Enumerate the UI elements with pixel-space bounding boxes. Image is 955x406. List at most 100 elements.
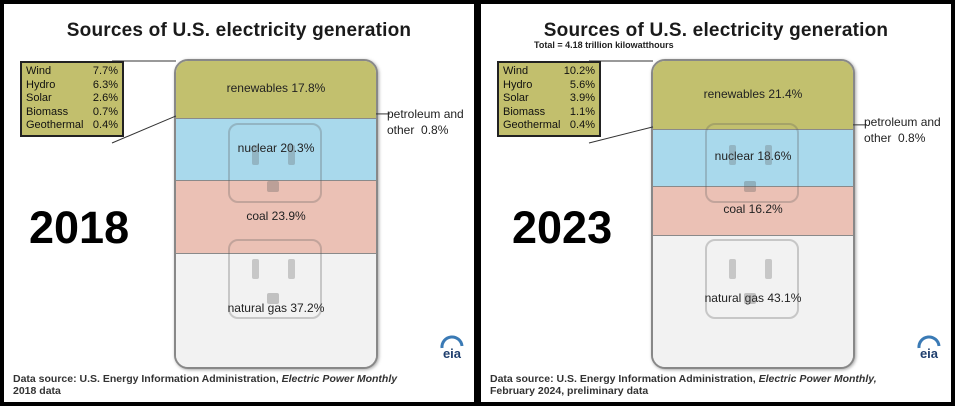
breakdown-value: 10.2% [563,65,595,77]
receptacle-ground [744,293,756,304]
breakdown-label: Geothermal [503,119,561,131]
breakdown-row: Solar 2.6% [26,92,118,106]
receptacle-slot-right [288,145,295,165]
data-source-note: Data source: U.S. Energy Information Adm… [490,373,877,397]
source-prefix: Data source: U.S. Energy Information Adm… [13,373,279,385]
chart-panel-2018: Sources of U.S. electricity generation 2… [4,4,474,402]
petroleum-callout-line1: petroleum and [387,107,464,121]
breakdown-row: Biomass 0.7% [26,106,118,120]
breakdown-label: Geothermal [26,119,84,131]
petroleum-callout-line1: petroleum and [864,115,941,129]
breakdown-label: Wind [503,65,529,77]
connector-line-bottom [588,126,654,144]
chart-subtitle: Total = 4.18 trillion kilowatthours [534,40,674,50]
source-prefix: Data source: U.S. Energy Information Adm… [490,373,756,385]
breakdown-row: Solar 3.9% [503,92,595,106]
data-source-note: Data source: U.S. Energy Information Adm… [13,373,397,397]
breakdown-row: Geothermal 0.4% [26,119,118,133]
petroleum-value: 0.8% [898,131,926,145]
chart-title: Sources of U.S. electricity generation [66,20,412,41]
breakdown-row: Wind 10.2% [503,65,595,79]
band-separator [653,128,853,130]
band-label-natural-gas: natural gas 43.1% [704,290,802,305]
receptacle-outline-lower [705,239,799,319]
petroleum-callout: petroleum and other 0.8% [864,114,941,146]
band-separator [176,117,376,119]
eia-logo-text: eia [920,346,939,361]
band-natural-gas: natural gas 43.1% [653,235,853,367]
breakdown-value: 0.4% [569,119,595,131]
band-nuclear: nuclear 20.3% [176,117,376,181]
band-label-natural-gas: natural gas 37.2% [227,300,325,315]
chart-panel-2023: Sources of U.S. electricity generation T… [481,4,951,402]
breakdown-value: 0.4% [92,119,118,131]
receptacle-slot-left [729,259,736,279]
connector-line-bottom [111,115,177,144]
band-renewables: renewables 21.4% [653,61,853,129]
year-label: 2018 [29,202,130,253]
receptacle-ground [744,181,756,192]
breakdown-label: Solar [26,92,52,104]
breakdown-value: 5.6% [569,78,595,91]
chart-title: Sources of U.S. electricity generation [543,20,889,41]
receptacle-outline-upper [228,123,322,203]
renewables-breakdown-box: Wind 10.2% Hydro 5.6% Solar 3.9% Biomass 1.1% Ge… [497,61,601,137]
breakdown-label: Biomass [503,105,546,118]
year-label: 2023 [512,202,613,253]
band-separator [176,180,376,182]
band-label-nuclear: nuclear 18.6% [714,149,792,164]
receptacle-outline-upper [705,123,799,203]
receptacle-ground [267,293,279,304]
petroleum-callout-line2: other [387,123,415,137]
breakdown-row: Geothermal 0.4% [503,119,595,133]
band-label-renewables: renewables 21.4% [703,86,803,101]
breakdown-value: 0.7% [92,105,118,118]
receptacle-outline-lower [228,239,322,319]
receptacle-slot-left [729,145,736,165]
receptacle-slot-left [252,145,259,165]
breakdown-value: 6.3% [92,78,118,91]
renewables-breakdown-box: Wind 7.7% Hydro 6.3% Solar 2.6% Biomass 0.7% Geo… [20,61,124,137]
breakdown-row: Wind 7.7% [26,65,118,79]
breakdown-label: Solar [503,92,529,104]
breakdown-label: Hydro [26,78,56,91]
band-natural-gas: natural gas 37.2% [176,253,376,367]
outlet-stacked-bar: renewables 17.8% nuclear 20.3% coal 23.9% n… [174,59,378,369]
band-coal: coal 23.9% [176,180,376,254]
breakdown-row: Hydro 5.6% [503,79,595,93]
eia-logo: eia [440,335,464,361]
band-separator [176,253,376,255]
breakdown-value: 7.7% [92,65,118,77]
breakdown-label: Wind [26,65,52,77]
eia-logo: eia [917,335,941,361]
band-label-coal: coal 16.2% [723,202,783,217]
breakdown-value: 3.9% [569,92,595,104]
breakdown-value: 1.1% [569,105,595,118]
receptacle-slot-right [288,259,295,279]
band-separator [653,185,853,187]
band-label-coal: coal 23.9% [246,208,306,223]
breakdown-row: Hydro 6.3% [26,79,118,93]
petroleum-callout-line2: other [864,131,892,145]
outlet-stacked-bar: renewables 21.4% nuclear 18.6% coal 16.2% n… [651,59,855,369]
band-label-renewables: renewables 17.8% [226,81,326,96]
band-nuclear: nuclear 18.6% [653,128,853,186]
source-line2: 2018 data [13,385,61,397]
source-publication: Electric Power Monthly, [758,373,877,385]
receptacle-slot-right [765,259,772,279]
source-publication: Electric Power Monthly [281,373,398,385]
band-coal: coal 16.2% [653,185,853,236]
band-separator [653,235,853,237]
breakdown-row: Biomass 1.1% [503,106,595,120]
breakdown-value: 2.6% [92,92,118,104]
breakdown-label: Hydro [503,78,533,91]
receptacle-slot-left [252,259,259,279]
band-label-nuclear: nuclear 20.3% [237,140,315,155]
petroleum-value: 0.8% [421,123,449,137]
receptacle-ground [267,181,279,192]
source-line2: February 2024, preliminary data [490,385,649,397]
receptacle-slot-right [765,145,772,165]
petroleum-callout: petroleum and other 0.8% [387,106,464,138]
breakdown-label: Biomass [26,105,69,118]
eia-logo-text: eia [443,346,462,361]
